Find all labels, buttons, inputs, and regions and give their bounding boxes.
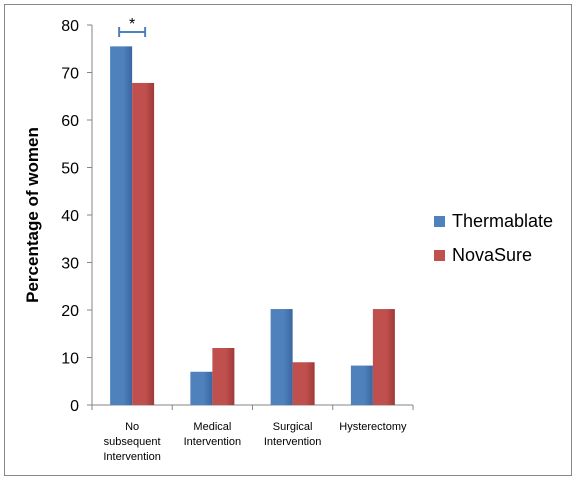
bar-novasure-1 [212,348,235,405]
plot-area: 0 10 20 30 40 50 60 70 80 No subsequent Interventio… [23,16,553,463]
y-tick-label: 80 [61,18,79,35]
legend-swatch-novasure [434,250,445,261]
x-category-label: Hysterectomy [339,421,407,433]
bar-thermablate-0 [110,46,133,405]
legend-label-novasure: NovaSure [452,245,532,265]
legend-swatch-thermablate [434,216,445,227]
y-tick-label: 10 [61,351,79,368]
x-category-label: Medical [193,421,231,433]
y-axis-title: Percentage of women [23,127,42,303]
y-tick-label: 0 [70,398,79,415]
bar-novasure-0 [132,82,155,405]
bar-thermablate-3 [350,365,373,405]
bar-novasure-2 [292,362,315,405]
y-tick-label: 20 [61,303,79,320]
x-category-label: Intervention [103,451,160,463]
x-category-label: Intervention [264,436,321,448]
y-tick-label: 60 [61,113,79,130]
x-category-label: subsequent [104,436,161,448]
y-tick-label: 70 [61,66,79,83]
bar-thermablate-2 [270,309,293,405]
x-category-label: Intervention [184,436,241,448]
bar-thermablate-1 [190,371,213,405]
bar-novasure-3 [372,309,395,405]
y-tick-label: 50 [61,161,79,178]
legend-label-thermablate: Thermablate [452,211,553,231]
significance-marker: * [129,16,135,33]
x-category-label: Surgical [273,421,313,433]
y-tick-label: 40 [61,208,79,225]
y-tick-label: 30 [61,256,79,273]
x-category-label: No [125,421,139,433]
